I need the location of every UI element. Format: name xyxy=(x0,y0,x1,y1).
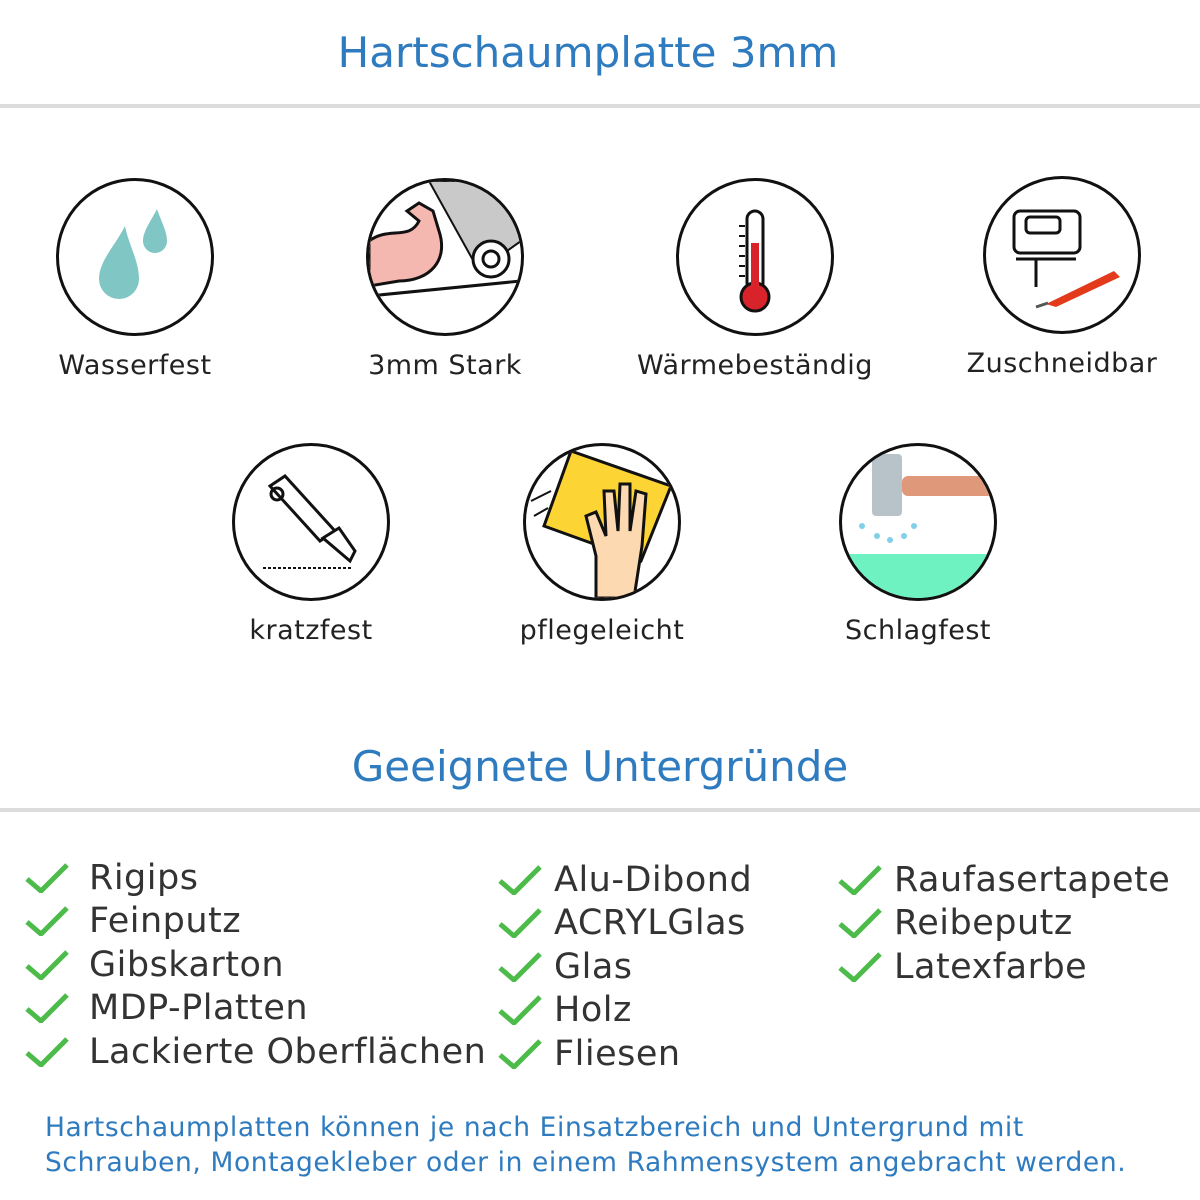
surface-list-3: Raufasertapete Reibeputz Latexfarbe xyxy=(838,858,1170,989)
list-item: Lackierte Oberflächen xyxy=(25,1030,486,1074)
footer-line: Hartschaumplatten können je nach Einsatz… xyxy=(45,1112,1024,1143)
check-icon xyxy=(498,1038,542,1069)
feature-zuschneidbar: Zuschneidbar xyxy=(912,176,1200,379)
check-icon xyxy=(25,906,69,937)
check-icon xyxy=(498,864,542,895)
page-title: Hartschaumplatte 3mm xyxy=(337,28,839,77)
jigsaw-cutter-icon xyxy=(1012,209,1120,309)
feature-3mm-stark: 3mm Stark xyxy=(295,178,595,381)
section-title: Geeignete Untergründe xyxy=(351,742,849,791)
check-icon xyxy=(498,908,542,939)
footer-note: Hartschaumplatten können je nach Einsatz… xyxy=(45,1110,1126,1180)
feature-schlagfest: Schlagfest xyxy=(768,443,1068,646)
list-item: Latexfarbe xyxy=(838,945,1170,989)
check-icon xyxy=(25,862,69,893)
check-icon xyxy=(838,951,882,982)
feature-waermebestaendig: Wärmebeständig xyxy=(605,178,905,381)
feature-label: 3mm Stark xyxy=(368,350,522,381)
divider xyxy=(0,808,1200,812)
feature-pflegeleicht: pflegeleicht xyxy=(452,443,752,646)
feature-label: Wasserfest xyxy=(58,350,212,381)
thermometer-icon xyxy=(739,209,771,313)
footer-line: Schrauben, Montagekleber oder in einem R… xyxy=(45,1147,1127,1178)
list-item: Reibeputz xyxy=(838,902,1170,946)
feature-wasserfest: Wasserfest xyxy=(0,178,285,381)
list-item: Feinputz xyxy=(25,900,486,944)
feature-label: kratzfest xyxy=(249,615,373,646)
surface-list-1: Rigips Feinputz Gibskarton MDP-Platten L… xyxy=(25,856,486,1074)
hand-sponge-icon xyxy=(530,449,673,598)
check-icon xyxy=(498,951,542,982)
check-icon xyxy=(838,908,882,939)
list-item: ACRYLGlas xyxy=(498,902,752,946)
feature-label: Schlagfest xyxy=(844,615,992,646)
check-icon xyxy=(838,864,882,895)
list-item: Holz xyxy=(498,989,752,1033)
list-item: Raufasertapete xyxy=(838,858,1170,902)
cutter-knife-icon xyxy=(263,474,357,569)
surface-list-2: Alu-Dibond ACRYLGlas Glas Holz Fliesen xyxy=(498,858,752,1076)
list-item: Gibskarton xyxy=(25,943,486,987)
check-icon xyxy=(25,993,69,1024)
check-icon xyxy=(498,995,542,1026)
strong-arm-icon xyxy=(369,181,521,298)
check-icon xyxy=(25,949,69,980)
divider xyxy=(0,104,1200,108)
check-icon xyxy=(25,1036,69,1067)
feature-label: Zuschneidbar xyxy=(966,348,1158,379)
list-item: Glas xyxy=(498,945,752,989)
feature-kratzfest: kratzfest xyxy=(161,443,461,646)
list-item: Fliesen xyxy=(498,1032,752,1076)
water-drops-icon xyxy=(99,209,167,299)
list-item: MDP-Platten xyxy=(25,987,486,1031)
list-item: Alu-Dibond xyxy=(498,858,752,902)
feature-label: Wärmebeständig xyxy=(637,350,873,381)
list-item: Rigips xyxy=(25,856,486,900)
hammer-impact-icon xyxy=(842,454,994,598)
feature-label: pflegeleicht xyxy=(519,615,685,646)
